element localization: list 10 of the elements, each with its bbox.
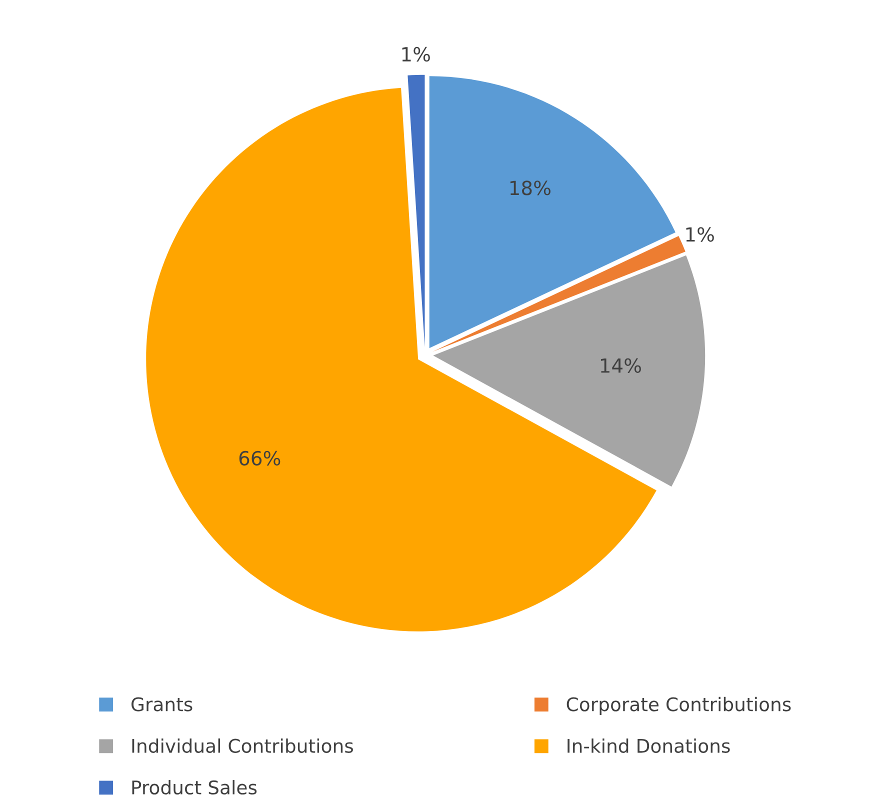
legend-label: Product Sales [132, 780, 257, 795]
data-label: 1% [402, 46, 430, 62]
data-label: 1% [686, 227, 714, 242]
legend-label: Grants [132, 697, 192, 712]
data-label: 18% [510, 180, 550, 196]
legend-label: In-kind Donations [568, 738, 730, 753]
legend-label: Individual Contributions [132, 738, 353, 753]
data-label: 66% [239, 450, 280, 466]
legend-label: Corporate Contributions [566, 696, 791, 716]
data-label: 14% [600, 358, 641, 373]
